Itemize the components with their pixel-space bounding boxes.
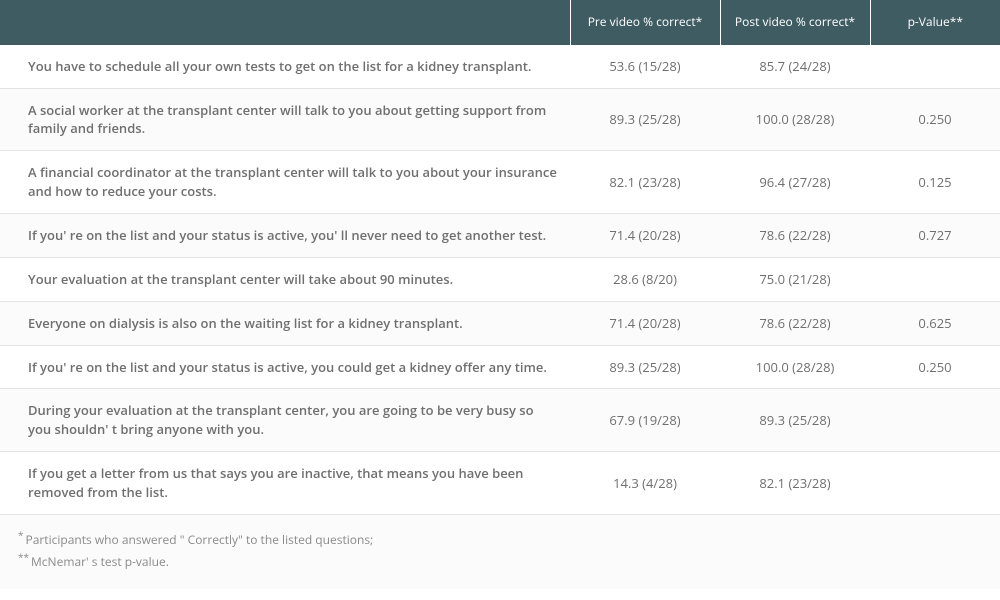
footnote-line-2: **McNemar' s test p-value. xyxy=(18,549,990,571)
pre-video-cell: 82.1 (23/28) xyxy=(570,151,720,214)
table-footnotes: *Participants who answered " Correctly" … xyxy=(0,515,1000,589)
post-video-cell: 82.1 (23/28) xyxy=(720,452,870,515)
results-table: Pre video % correct* Post video % correc… xyxy=(0,0,1000,515)
pvalue-cell xyxy=(870,452,1000,515)
pvalue-cell: 0.625 xyxy=(870,301,1000,345)
question-cell: You have to schedule all your own tests … xyxy=(0,45,570,88)
pre-video-cell: 28.6 (8/20) xyxy=(570,257,720,301)
pre-video-cell: 71.4 (20/28) xyxy=(570,301,720,345)
post-video-cell: 78.6 (22/28) xyxy=(720,214,870,258)
table-row: During your evaluation at the transplant… xyxy=(0,389,1000,452)
col-header-pvalue: p-Value** xyxy=(870,0,1000,45)
post-video-cell: 96.4 (27/28) xyxy=(720,151,870,214)
pvalue-cell xyxy=(870,45,1000,88)
pvalue-cell: 0.250 xyxy=(870,88,1000,151)
pre-video-cell: 89.3 (25/28) xyxy=(570,345,720,389)
table-row: If you' re on the list and your status i… xyxy=(0,345,1000,389)
table-row: If you' re on the list and your status i… xyxy=(0,214,1000,258)
col-header-pre: Pre video % correct* xyxy=(570,0,720,45)
pre-video-cell: 14.3 (4/28) xyxy=(570,452,720,515)
pre-video-cell: 53.6 (15/28) xyxy=(570,45,720,88)
table-body: You have to schedule all your own tests … xyxy=(0,45,1000,514)
table-row: A social worker at the transplant center… xyxy=(0,88,1000,151)
question-cell: Everyone on dialysis is also on the wait… xyxy=(0,301,570,345)
table-row: Your evaluation at the transplant center… xyxy=(0,257,1000,301)
pre-video-cell: 71.4 (20/28) xyxy=(570,214,720,258)
post-video-cell: 100.0 (28/28) xyxy=(720,88,870,151)
table-row: If you get a letter from us that says yo… xyxy=(0,452,1000,515)
pre-video-cell: 89.3 (25/28) xyxy=(570,88,720,151)
table-header-row: Pre video % correct* Post video % correc… xyxy=(0,0,1000,45)
results-table-container: Pre video % correct* Post video % correc… xyxy=(0,0,1000,589)
pvalue-cell xyxy=(870,257,1000,301)
post-video-cell: 75.0 (21/28) xyxy=(720,257,870,301)
post-video-cell: 89.3 (25/28) xyxy=(720,389,870,452)
pvalue-cell xyxy=(870,389,1000,452)
question-cell: If you' re on the list and your status i… xyxy=(0,345,570,389)
question-cell: During your evaluation at the transplant… xyxy=(0,389,570,452)
table-row: You have to schedule all your own tests … xyxy=(0,45,1000,88)
post-video-cell: 85.7 (24/28) xyxy=(720,45,870,88)
question-cell: A financial coordinator at the transplan… xyxy=(0,151,570,214)
question-cell: If you get a letter from us that says yo… xyxy=(0,452,570,515)
pvalue-cell: 0.125 xyxy=(870,151,1000,214)
col-header-question xyxy=(0,0,570,45)
pvalue-cell: 0.727 xyxy=(870,214,1000,258)
question-cell: If you' re on the list and your status i… xyxy=(0,214,570,258)
footnote-line-1: *Participants who answered " Correctly" … xyxy=(18,527,990,549)
question-cell: A social worker at the transplant center… xyxy=(0,88,570,151)
pre-video-cell: 67.9 (19/28) xyxy=(570,389,720,452)
post-video-cell: 78.6 (22/28) xyxy=(720,301,870,345)
table-row: Everyone on dialysis is also on the wait… xyxy=(0,301,1000,345)
pvalue-cell: 0.250 xyxy=(870,345,1000,389)
col-header-post: Post video % correct* xyxy=(720,0,870,45)
post-video-cell: 100.0 (28/28) xyxy=(720,345,870,389)
table-row: A financial coordinator at the transplan… xyxy=(0,151,1000,214)
question-cell: Your evaluation at the transplant center… xyxy=(0,257,570,301)
